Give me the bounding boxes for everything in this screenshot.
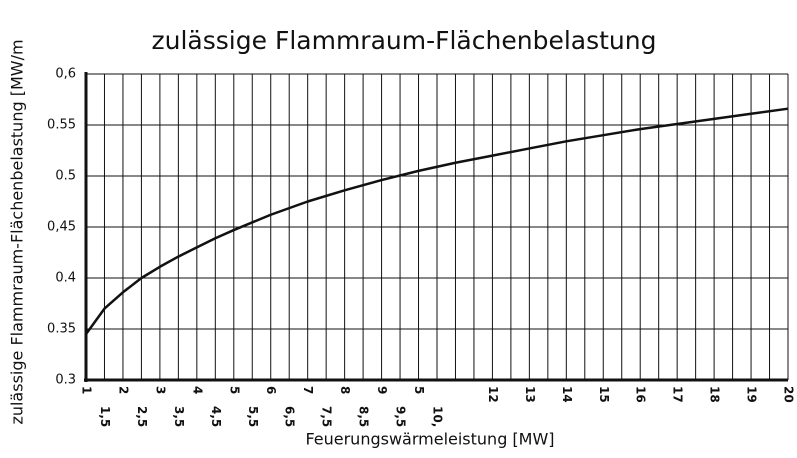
x-tick-label: 15 <box>597 386 611 403</box>
x-tick-label: 19 <box>745 386 759 403</box>
y-tick-label: 0.4 <box>55 271 76 286</box>
x-tick-label: 17 <box>671 386 685 403</box>
x-tick-label: 2,5 <box>135 406 149 427</box>
x-tick-label: 8,5 <box>357 406 371 427</box>
data-line <box>84 107 789 335</box>
x-axis-label: Feuerungswärmeleistung [MW] <box>305 430 554 449</box>
y-tick-label: 0.35 <box>47 322 76 337</box>
x-tick-label: 4 <box>190 386 204 394</box>
x-tick-label: 10, <box>431 406 445 427</box>
x-tick-label: 13 <box>523 386 537 403</box>
x-tick-label: 4,5 <box>209 406 223 427</box>
x-tick-label: 3 <box>153 386 167 394</box>
x-tick-label: 7,5 <box>320 406 334 427</box>
y-tick-label: 0,6 <box>55 67 76 82</box>
x-tick-label: 5,5 <box>246 406 260 427</box>
x-tick-label: 18 <box>708 386 722 403</box>
y-tick-label: 0.5 <box>55 169 76 184</box>
y-tick-label: 0.3 <box>55 373 76 388</box>
y-tick-label: 0,45 <box>47 220 76 235</box>
x-tick-label: 12 <box>486 386 500 403</box>
x-tick-label: 20 <box>782 386 796 403</box>
x-tick-label: 1,5 <box>98 406 112 427</box>
y-tick-label: 0.55 <box>47 118 76 133</box>
x-tick-label: 6 <box>264 386 278 394</box>
x-tick-label: 9,5 <box>394 406 408 427</box>
x-tick-label: 8 <box>338 386 352 394</box>
x-tick-label: 14 <box>560 386 574 403</box>
x-tick-label: 5 <box>227 386 241 394</box>
x-tick-label: 16 <box>634 386 648 403</box>
x-tick-label: 1 <box>80 386 94 394</box>
y-axis-label: zulässige Flammraum-Flächenbelastung [MW… <box>8 39 27 424</box>
chart-title: zulässige Flammraum-Flächenbelastung <box>152 26 657 55</box>
x-tick-label: 6,5 <box>283 406 297 427</box>
x-tick-label: 5 <box>412 386 426 394</box>
x-tick-label: 9 <box>375 386 389 394</box>
x-tick-label: 2 <box>116 386 130 394</box>
x-tick-label: 7 <box>301 386 315 394</box>
x-tick-label: 3,5 <box>172 406 186 427</box>
